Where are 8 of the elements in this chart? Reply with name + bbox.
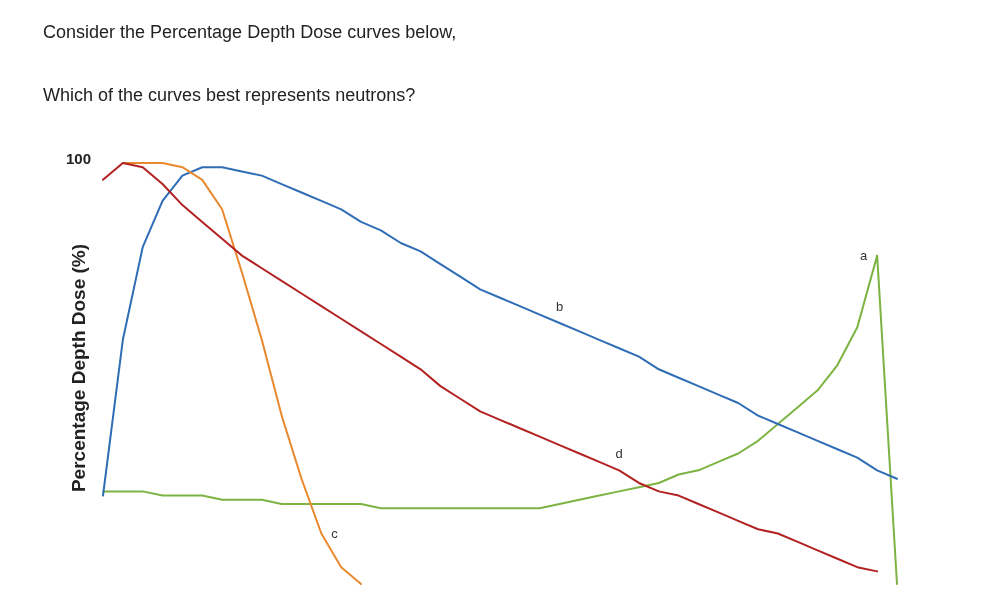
series-label: a [859, 248, 868, 264]
chart-title: Consider the Percentage Depth Dose curves below, [43, 22, 457, 42]
text: 100 [66, 150, 92, 167]
series-label: c [331, 525, 339, 541]
series-label: d [615, 446, 623, 462]
y-axis-title: Percentage Depth Dose (%) [67, 243, 89, 493]
chart-subtitle: Which of the curves best represents neutrons? [43, 85, 416, 105]
series-label: b [555, 298, 564, 314]
